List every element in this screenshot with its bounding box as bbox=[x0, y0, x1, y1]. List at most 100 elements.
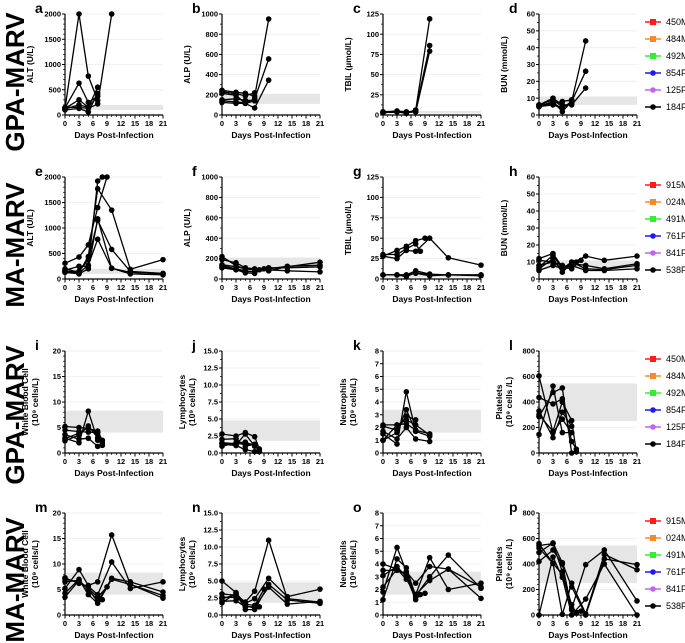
x-tick-label: 6 bbox=[565, 619, 569, 628]
y-tick-label: 50 bbox=[371, 70, 379, 79]
series-484M bbox=[536, 408, 575, 441]
data-point bbox=[536, 558, 542, 565]
x-tick-label: 18 bbox=[463, 457, 471, 466]
y-tick-label: 10 bbox=[53, 398, 61, 407]
x-tick-label: 9 bbox=[105, 457, 109, 466]
data-point bbox=[127, 579, 134, 585]
y-tick-label: 20 bbox=[53, 347, 61, 356]
x-tick-label: 21 bbox=[633, 283, 641, 292]
data-point bbox=[559, 559, 566, 566]
data-point bbox=[233, 100, 239, 107]
data-point bbox=[478, 272, 484, 279]
y-tick-label: 0.0 bbox=[208, 449, 218, 458]
panel-letter-l: l bbox=[509, 337, 513, 353]
y-tick-label: 800 bbox=[522, 347, 535, 356]
series-915M bbox=[62, 216, 166, 278]
data-point bbox=[94, 216, 101, 222]
x-tick-label: 12 bbox=[591, 119, 599, 128]
y-tick-label: 5 bbox=[375, 385, 379, 394]
data-point bbox=[426, 573, 433, 580]
panel-letter-p: p bbox=[509, 499, 518, 515]
data-point bbox=[536, 408, 542, 414]
series-line bbox=[538, 100, 573, 113]
y-tick-label: 5 bbox=[57, 585, 61, 594]
y-tick-label: 60 bbox=[527, 10, 535, 19]
data-point bbox=[284, 601, 291, 607]
y-tick-label: 600 bbox=[205, 50, 218, 59]
x-axis-title: Days Post-Infection bbox=[231, 130, 310, 140]
panel-c: c 0 25 50 75 100 125 0 3 6 9 12 15 18 21 Days Post-Infe… bbox=[343, 0, 485, 140]
x-tick-label: 12 bbox=[591, 457, 599, 466]
y-tick-label: 200 bbox=[205, 254, 218, 263]
legend-item: 761F bbox=[645, 231, 685, 241]
x-tick-label: 9 bbox=[423, 119, 427, 128]
x-tick-label: 0 bbox=[381, 283, 385, 292]
y-tick-label: 20 bbox=[527, 77, 535, 86]
panel-letter-n: n bbox=[192, 499, 201, 515]
data-point bbox=[219, 578, 225, 584]
series-450M bbox=[219, 16, 272, 100]
series-184F bbox=[536, 383, 575, 438]
y-tick-label: 0 bbox=[57, 111, 61, 120]
series-024M bbox=[62, 185, 166, 276]
data-point bbox=[426, 16, 433, 22]
y-tick-label: 600 bbox=[205, 213, 218, 222]
data-point bbox=[536, 102, 542, 108]
data-point bbox=[394, 422, 400, 428]
series-line bbox=[382, 18, 431, 114]
x-tick-label: 21 bbox=[159, 283, 167, 292]
y-tick-label: 10.0 bbox=[203, 543, 218, 552]
data-point bbox=[76, 424, 82, 431]
data-point bbox=[380, 561, 386, 567]
data-point bbox=[412, 417, 419, 423]
data-point bbox=[242, 100, 249, 107]
legend-label: 491M bbox=[666, 550, 685, 560]
x-axis-title: Days Post-Infection bbox=[231, 468, 310, 478]
x-tick-label: 15 bbox=[288, 283, 296, 292]
panel-letter-b: b bbox=[192, 0, 201, 16]
x-tick-label: 3 bbox=[551, 283, 555, 292]
data-point bbox=[403, 272, 410, 278]
series-484M bbox=[62, 11, 101, 112]
data-point bbox=[242, 270, 249, 276]
legend-marker-square bbox=[650, 373, 656, 379]
series-line bbox=[64, 82, 99, 109]
reference-range-band bbox=[65, 268, 163, 274]
data-point bbox=[62, 431, 68, 438]
series-915M bbox=[536, 540, 640, 618]
x-tick-label: 18 bbox=[463, 619, 471, 628]
x-tick-label: 3 bbox=[77, 619, 81, 628]
series-915M bbox=[62, 559, 166, 598]
y-tick-label: 1500 bbox=[44, 35, 61, 44]
x-tick-label: 18 bbox=[302, 619, 310, 628]
series-450M bbox=[219, 439, 263, 455]
x-tick-label: 9 bbox=[579, 119, 583, 128]
x-tick-label: 3 bbox=[395, 457, 399, 466]
y-tick-label: 400 bbox=[522, 560, 535, 569]
data-point bbox=[233, 590, 239, 597]
data-point bbox=[251, 604, 258, 610]
data-point bbox=[251, 93, 258, 100]
x-tick-label: 15 bbox=[131, 283, 139, 292]
x-tick-label: 18 bbox=[145, 457, 153, 466]
data-point bbox=[426, 554, 433, 561]
y-tick-label: 500 bbox=[48, 85, 61, 94]
series-854F bbox=[380, 424, 433, 445]
data-point bbox=[251, 98, 258, 104]
data-point bbox=[380, 251, 386, 258]
y-tick-label: 12.5 bbox=[203, 364, 218, 373]
legend-label: 484M bbox=[666, 371, 685, 381]
data-point bbox=[403, 246, 410, 252]
data-point bbox=[417, 248, 424, 255]
data-point bbox=[568, 259, 575, 265]
x-tick-label: 9 bbox=[423, 457, 427, 466]
data-point bbox=[99, 174, 106, 180]
panel-l: l 0 200 400 600 800 0 3 6 9 12 15 18 21 Days Post-Infe… bbox=[494, 337, 641, 478]
data-point bbox=[76, 432, 82, 438]
legend-gpa-0: 450M 484M 492M 854F 125F 184F bbox=[645, 17, 685, 112]
y-tick-label: 400 bbox=[205, 234, 218, 243]
legend-item: 184F bbox=[645, 102, 685, 112]
x-tick-label: 3 bbox=[77, 119, 81, 128]
data-point bbox=[403, 424, 410, 431]
panel-a: a 0 500 1000 1500 2000 0 3 6 9 12 15 18 21 Days Post-I… bbox=[25, 0, 167, 140]
